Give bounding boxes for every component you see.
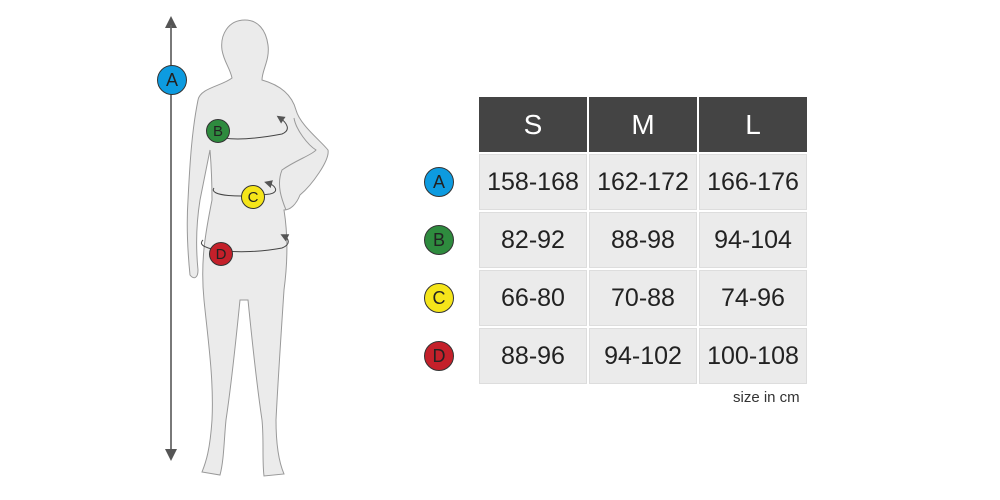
cell: 82-92 <box>479 212 587 268</box>
cell: 88-98 <box>589 212 697 268</box>
table-row: 158-168 162-172 166-176 <box>479 154 807 210</box>
badge-d-figure: D <box>209 242 233 266</box>
cell: 66-80 <box>479 270 587 326</box>
cell: 88-96 <box>479 328 587 384</box>
cell: 74-96 <box>699 270 807 326</box>
header-l: L <box>699 97 807 152</box>
badge-c: C <box>424 283 454 313</box>
hip-measure-line <box>200 234 290 253</box>
cell: 70-88 <box>589 270 697 326</box>
waist-measure-line <box>212 180 277 197</box>
table-row: 88-96 94-102 100-108 <box>479 328 807 384</box>
cell: 94-102 <box>589 328 697 384</box>
badge-a: A <box>424 167 454 197</box>
header-row: S M L <box>479 97 807 152</box>
cell: 94-104 <box>699 212 807 268</box>
cell: 158-168 <box>479 154 587 210</box>
badge-d: D <box>424 341 454 371</box>
table-row: 66-80 70-88 74-96 <box>479 270 807 326</box>
units-note: size in cm <box>733 389 800 406</box>
badge-c-figure: C <box>241 185 265 209</box>
badge-a-figure: A <box>157 65 187 95</box>
badge-b-figure: B <box>206 119 230 143</box>
badge-b: B <box>424 225 454 255</box>
cell: 166-176 <box>699 154 807 210</box>
size-table: S M L 158-168 162-172 166-176 82-92 88-9… <box>477 95 809 386</box>
table-row: 82-92 88-98 94-104 <box>479 212 807 268</box>
cell: 100-108 <box>699 328 807 384</box>
body-figure <box>165 16 329 477</box>
cell: 162-172 <box>589 154 697 210</box>
header-m: M <box>589 97 697 152</box>
header-s: S <box>479 97 587 152</box>
